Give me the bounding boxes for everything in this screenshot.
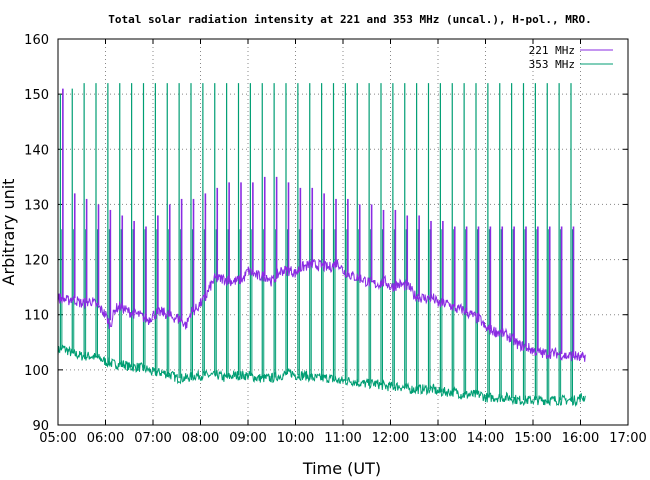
x-tick-label: 16:00 bbox=[562, 431, 599, 446]
x-tick-label: 13:00 bbox=[419, 431, 456, 446]
y-axis-ticks: 90 100 110 120 130 140 150 160 bbox=[24, 33, 628, 434]
y-tick-label: 120 bbox=[24, 254, 49, 269]
y-tick-label: 110 bbox=[24, 309, 49, 324]
x-tick-label: 17:00 bbox=[609, 431, 646, 446]
x-tick-label: 10:00 bbox=[277, 431, 314, 446]
x-tick-label: 08:00 bbox=[182, 431, 219, 446]
x-tick-label: 05:00 bbox=[39, 431, 76, 446]
legend: 221 MHz 353 MHz bbox=[529, 44, 613, 71]
x-tick-label: 11:00 bbox=[324, 431, 361, 446]
y-tick-label: 90 bbox=[32, 419, 49, 434]
x-tick-label: 14:00 bbox=[467, 431, 504, 446]
legend-label-221: 221 MHz bbox=[529, 44, 575, 57]
x-tick-label: 09:00 bbox=[229, 431, 266, 446]
y-axis-label: Arbitrary unit bbox=[0, 179, 18, 286]
series-353-mhz bbox=[57, 83, 586, 408]
x-tick-label: 07:00 bbox=[134, 431, 171, 446]
grid-lines bbox=[58, 39, 628, 425]
plot-frame bbox=[57, 38, 629, 426]
y-tick-label: 160 bbox=[24, 33, 49, 48]
series-221-baseline bbox=[57, 258, 586, 362]
x-tick-label: 15:00 bbox=[514, 431, 551, 446]
chart-title: Total solar radiation intensity at 221 a… bbox=[108, 13, 591, 26]
y-tick-label: 130 bbox=[24, 198, 49, 213]
y-tick-label: 150 bbox=[24, 88, 49, 103]
x-tick-label: 06:00 bbox=[87, 431, 124, 446]
y-tick-label: 100 bbox=[24, 364, 49, 379]
x-axis-ticks: 05:00 06:00 07:00 08:00 09:00 10:00 11:00 12:00… bbox=[39, 39, 647, 446]
series-221-mhz bbox=[57, 88, 586, 362]
x-tick-label: 12:00 bbox=[372, 431, 409, 446]
x-axis-label: Time (UT) bbox=[302, 459, 381, 478]
y-tick-label: 140 bbox=[24, 143, 49, 158]
legend-label-353: 353 MHz bbox=[529, 58, 575, 71]
